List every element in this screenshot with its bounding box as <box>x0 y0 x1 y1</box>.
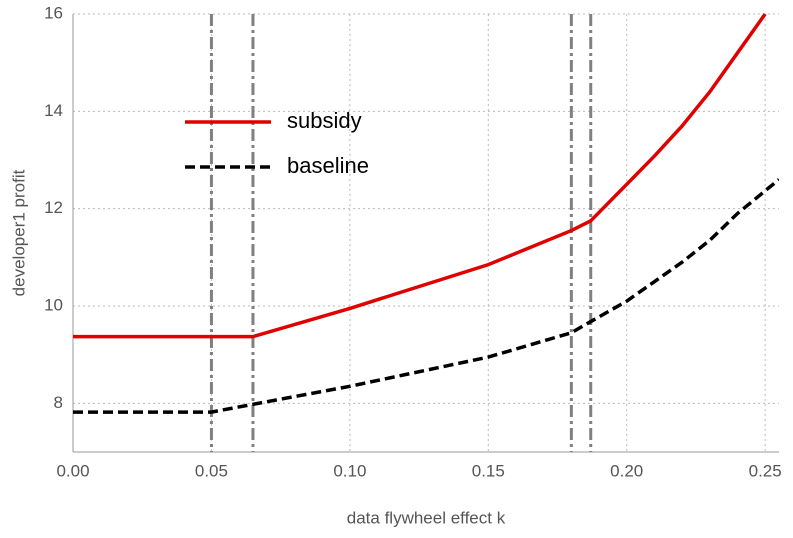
legend-label: baseline <box>287 153 369 178</box>
x-tick-label: 0.15 <box>472 461 505 480</box>
y-tick-label: 10 <box>44 295 63 314</box>
x-tick-label: 0.25 <box>749 461 782 480</box>
line-series <box>73 12 767 339</box>
y-tick-label: 16 <box>44 3 63 22</box>
x-axis-label: data flywheel effect k <box>347 508 506 527</box>
legend-label: subsidy <box>287 108 362 133</box>
y-tick-label: 12 <box>44 198 63 217</box>
x-tick-label: 0.05 <box>195 461 228 480</box>
y-tick-label: 14 <box>44 101 63 120</box>
x-tick-label: 0.10 <box>333 461 366 480</box>
x-tick-label: 0.20 <box>610 461 643 480</box>
y-axis-label: developer1 profit <box>9 169 28 296</box>
y-tick-label: 8 <box>54 393 63 412</box>
line-series <box>73 178 779 414</box>
x-tick-label: 0.00 <box>56 461 89 480</box>
